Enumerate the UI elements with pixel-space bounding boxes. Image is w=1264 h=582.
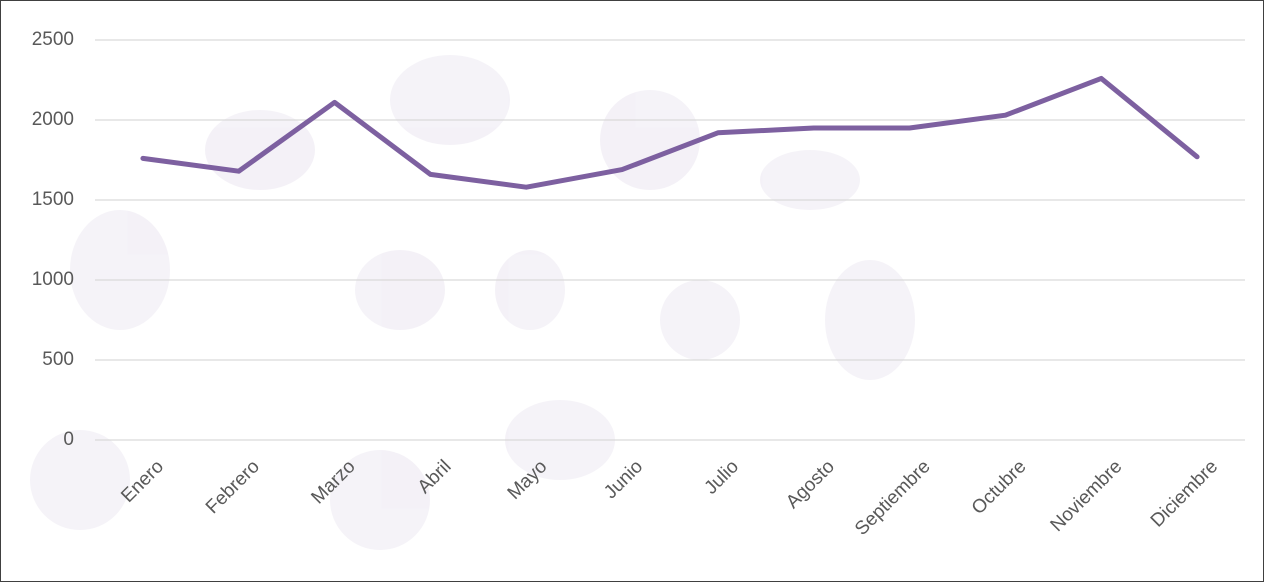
y-tick-label: 2000 xyxy=(32,109,74,130)
y-tick-label: 1000 xyxy=(32,269,74,290)
y-tick-label: 500 xyxy=(42,349,74,370)
y-tick-label: 0 xyxy=(63,429,74,450)
chart: 05001000150020002500EneroFebreroMarzoAbr… xyxy=(0,0,1264,582)
y-tick-label: 2500 xyxy=(32,29,74,50)
y-tick-label: 1500 xyxy=(32,189,74,210)
page: 05001000150020002500EneroFebreroMarzoAbr… xyxy=(0,0,1264,582)
